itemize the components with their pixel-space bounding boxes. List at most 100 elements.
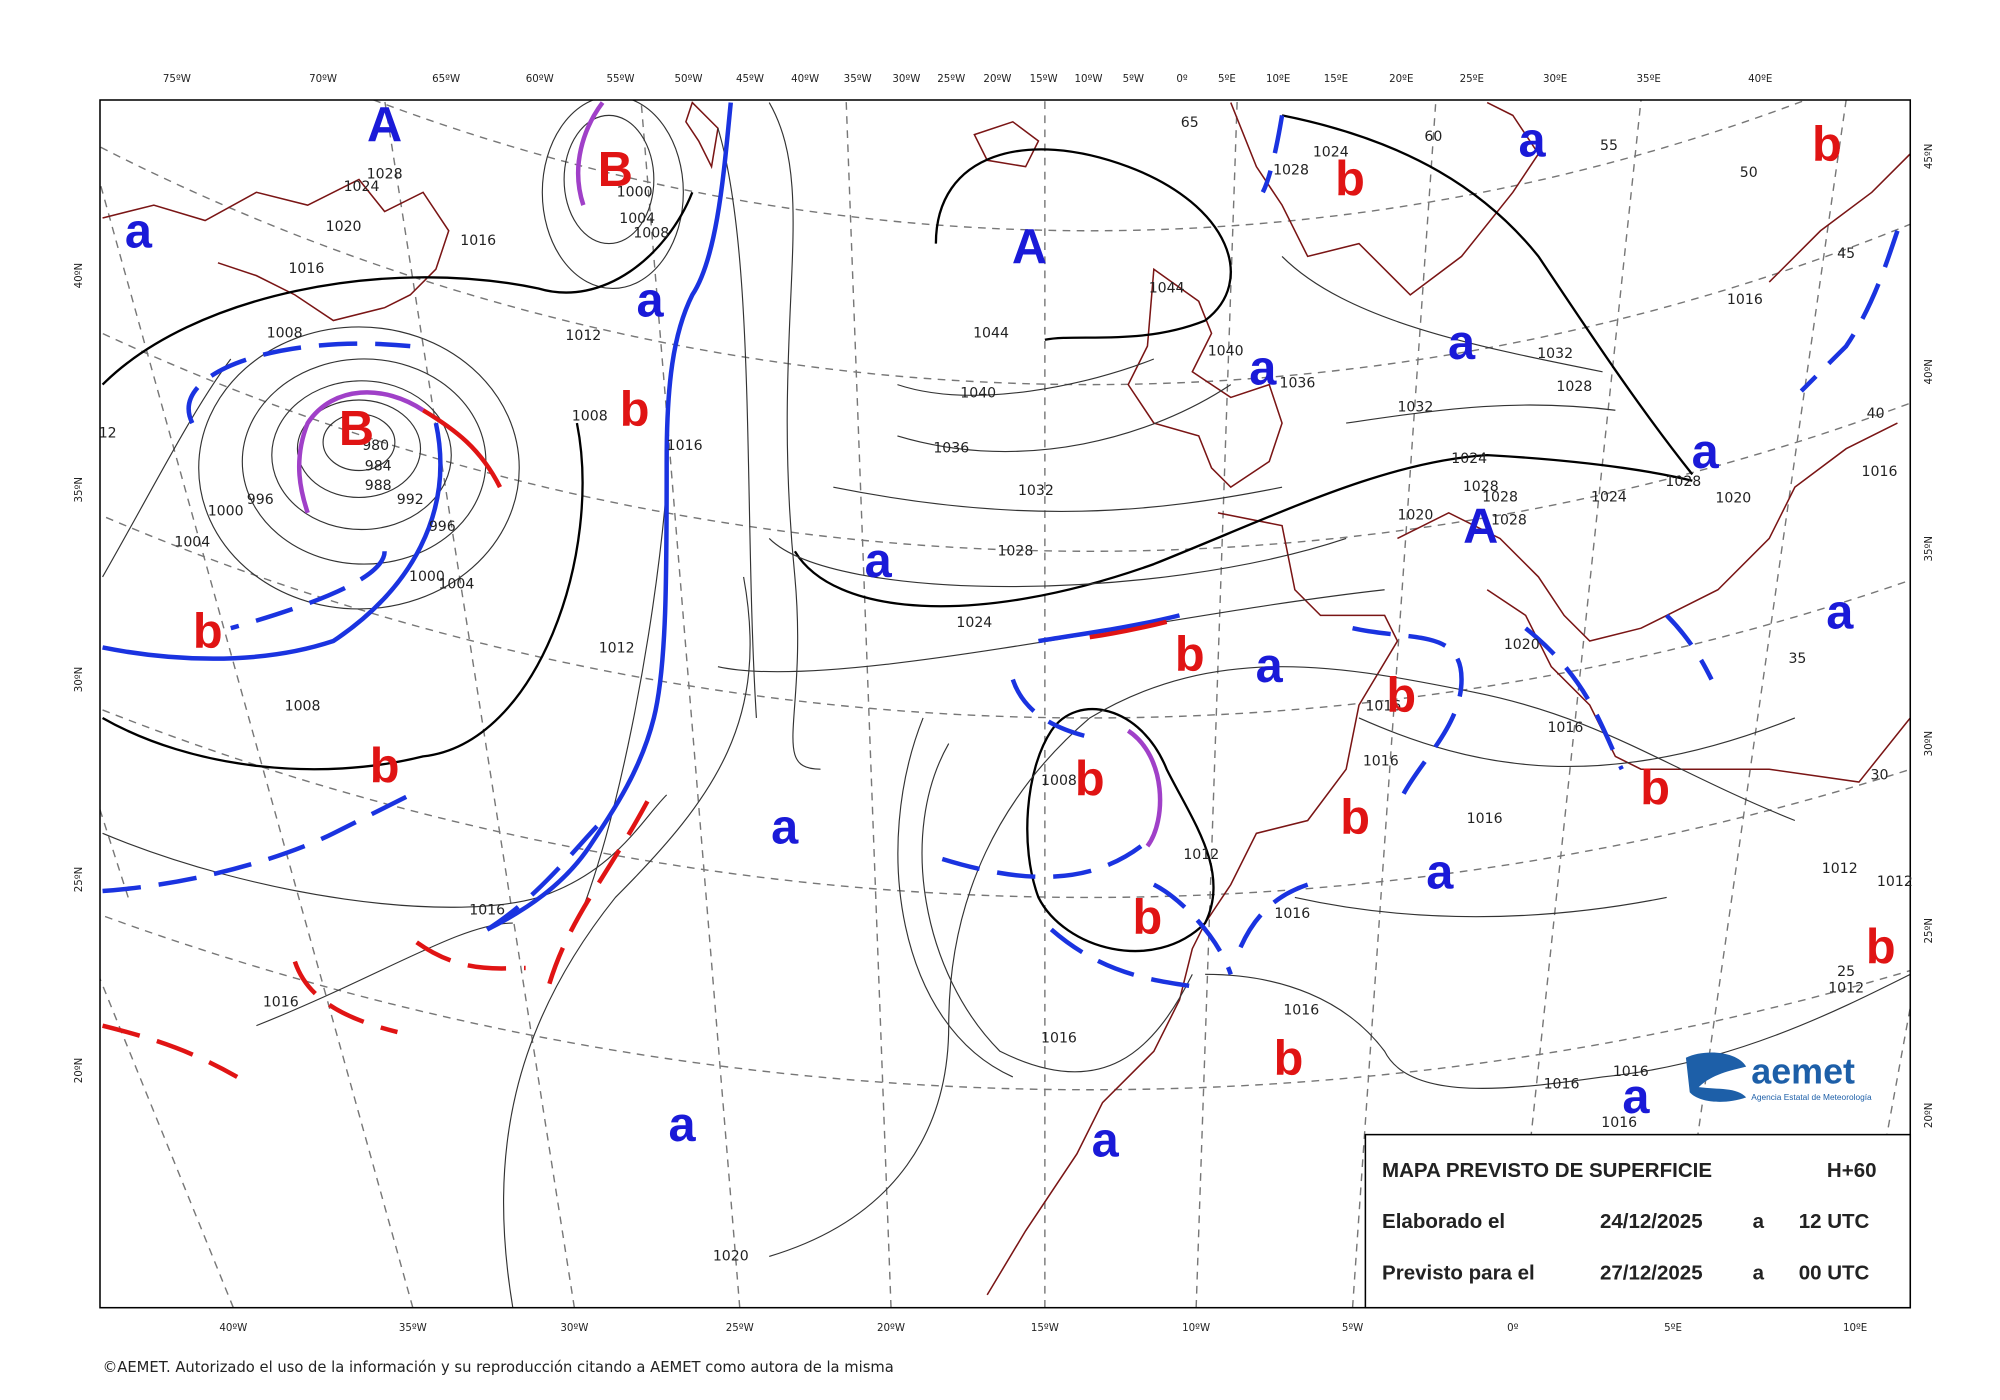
lon-label: 60ºW	[526, 73, 554, 85]
lat-label: 35ºN	[1923, 536, 1935, 562]
lon-label: 20ºW	[983, 73, 1011, 85]
isobar-label: 1016	[1041, 1030, 1077, 1046]
pressure-center: B	[339, 402, 374, 456]
isobar-label: 1012	[1822, 861, 1858, 877]
lon-label: 25ºW	[937, 73, 965, 85]
isobar-label: 1016	[1544, 1077, 1580, 1093]
fronts	[102, 101, 1900, 1079]
lat-label: 25ºN	[1923, 918, 1935, 944]
lon-label: 20ºE	[1389, 73, 1413, 85]
isobar-label: 1012	[1828, 980, 1864, 996]
lon-label: 35ºE	[1637, 73, 1661, 85]
isobar-label: 1032	[1018, 483, 1054, 499]
lon-label: 50ºW	[674, 73, 702, 85]
isobar-label: 1008	[1041, 773, 1077, 789]
pressure-center: a	[125, 204, 153, 258]
isobar-label: 1016	[1274, 906, 1310, 922]
map-frame	[99, 99, 1912, 1309]
isobar-label: 996	[247, 492, 274, 508]
map-body	[100, 100, 1911, 1308]
pressure-center: a	[669, 1098, 697, 1152]
pressure-center: a	[1249, 342, 1277, 396]
isobar-label: 984	[365, 459, 392, 475]
isobar-label: 1004	[174, 534, 210, 550]
lon-label: 25ºW	[726, 1322, 754, 1334]
isobar-label: 1028	[1463, 479, 1499, 495]
pressure-center: a	[1622, 1070, 1650, 1124]
isobar-label: 50	[1740, 165, 1758, 181]
isobar-label: 25	[1837, 964, 1855, 980]
pressure-center: b	[1133, 890, 1163, 944]
lon-label: 40ºW	[219, 1322, 247, 1334]
isobar-label: 1028	[1665, 474, 1701, 490]
info-lead: H+60	[1827, 1159, 1877, 1182]
isobar-label: 1020	[713, 1248, 749, 1264]
pressure-center: A	[1463, 499, 1498, 553]
info-box-frame	[1364, 1133, 1912, 1309]
lat-label: 40ºN	[1923, 359, 1935, 385]
isobar-label: 1020	[1397, 507, 1433, 523]
pressure-center: b	[1175, 628, 1205, 682]
pressure-center: B	[598, 143, 633, 197]
info-cell: 27/12/2025	[1600, 1261, 1703, 1284]
lon-label: 5ºW	[1342, 1322, 1364, 1334]
isobar-label: 1008	[572, 409, 608, 425]
isobar-label: 1016	[1283, 1002, 1319, 1018]
lon-label: 20ºW	[877, 1322, 905, 1334]
pressure-center: a	[865, 534, 893, 588]
isobar-label: 1028	[997, 543, 1033, 559]
isobar-label: 1012	[599, 641, 635, 657]
lat-label: 25ºN	[73, 867, 85, 893]
pressure-center: b	[370, 739, 400, 793]
isobar-label: 1024	[344, 179, 380, 195]
isobar-label: 1016	[263, 995, 299, 1011]
lon-label: 0º	[1176, 73, 1188, 85]
pressure-center: b	[1274, 1031, 1304, 1085]
lon-label: 15ºE	[1324, 73, 1348, 85]
lat-label: 45ºN	[1923, 144, 1935, 170]
lon-label: 30ºW	[560, 1322, 588, 1334]
pressure-center: A	[1012, 220, 1047, 274]
logo-icon	[1685, 1052, 1747, 1102]
isobar-label: 1004	[438, 577, 474, 593]
isobar-label: 1012	[1877, 874, 1913, 890]
pressure-center: b	[1866, 920, 1896, 974]
pressure-center: a	[1426, 846, 1454, 900]
pressure-center: b	[1812, 117, 1842, 171]
isobar-label: 1000	[409, 569, 445, 585]
info-cell: Elaborado el	[1382, 1210, 1505, 1233]
isobar-label: 1016	[1363, 754, 1399, 770]
isobar-label: 1036	[1279, 375, 1315, 391]
lon-label: 35ºW	[399, 1322, 427, 1334]
isobar-label: 1020	[1504, 637, 1540, 653]
lat-label: 20ºN	[73, 1058, 85, 1084]
lon-label: 10ºW	[1182, 1322, 1210, 1334]
isobar-label: 30	[1871, 768, 1889, 784]
pressure-center: a	[1092, 1113, 1120, 1167]
lon-label: 40ºE	[1748, 73, 1772, 85]
isobar-label: 1016	[469, 902, 505, 918]
isobar-label: 1020	[1715, 491, 1751, 507]
isobar-label: 1036	[933, 441, 969, 457]
lat-label: 30ºN	[1923, 731, 1935, 757]
isobar-label: 1008	[267, 325, 303, 341]
isobar-label: 1016	[1613, 1064, 1649, 1080]
lon-label: 40ºW	[791, 73, 819, 85]
isobar-label: 992	[397, 492, 424, 508]
isobar-label: 1024	[1451, 451, 1487, 467]
isobars	[101, 100, 1911, 1308]
isobar-label: 1016	[1547, 720, 1583, 736]
lon-label: 35ºW	[844, 73, 872, 85]
isobar-label: 988	[365, 478, 392, 494]
logo: aemet Agencia Estatal de Meteorología	[1685, 1051, 1872, 1102]
lon-label: 45ºW	[736, 73, 764, 85]
pressure-center: A	[367, 98, 402, 152]
isobar-label: 1000	[617, 184, 653, 200]
isobar-label: 1024	[956, 615, 992, 631]
pressure-center: b	[620, 383, 650, 437]
isobar-label: 1040	[960, 386, 996, 402]
pressure-center: b	[193, 604, 223, 658]
isobar-label: 1016	[1467, 811, 1503, 827]
isobar-label: 65	[1181, 115, 1199, 131]
